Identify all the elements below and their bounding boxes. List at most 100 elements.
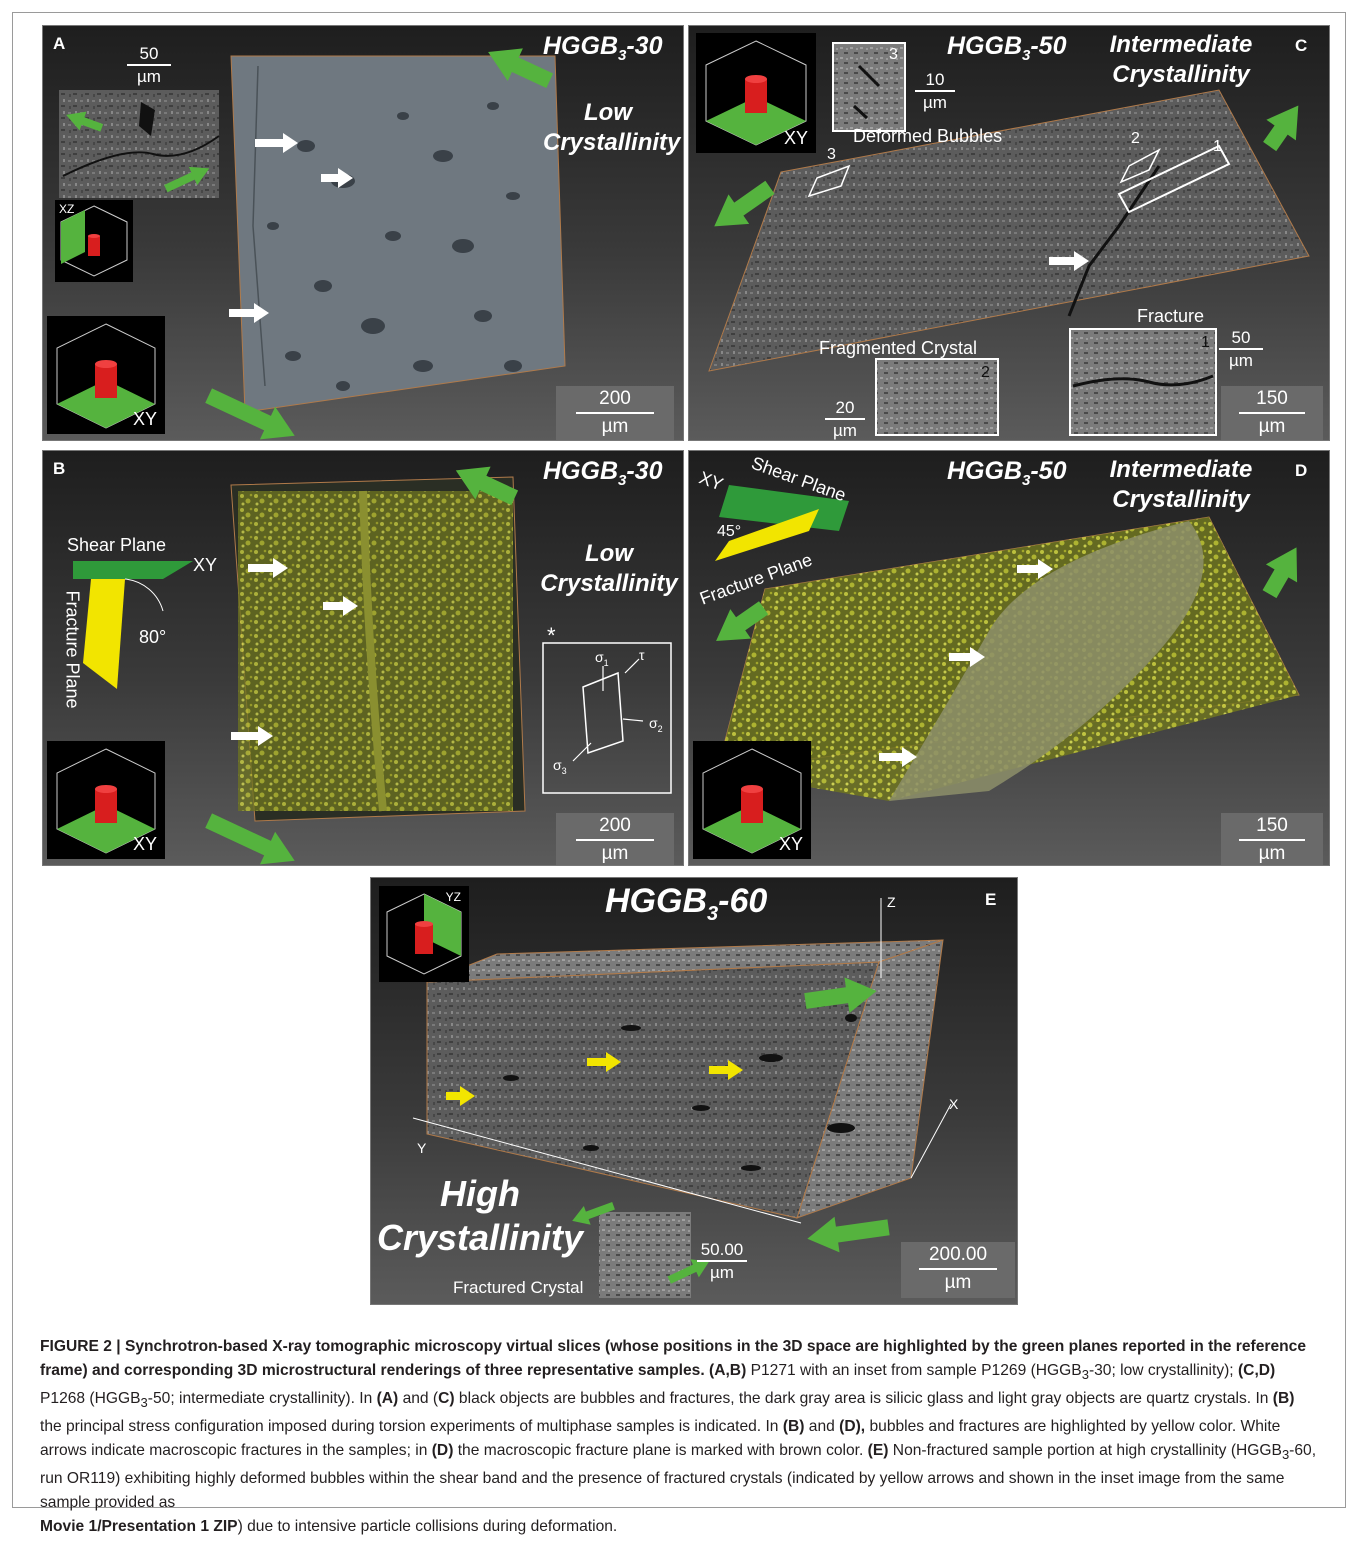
panel-b-title: HGGB3-30 xyxy=(543,457,662,489)
inset-2-scale: 20 µm xyxy=(825,398,865,440)
scale-value: 150 xyxy=(1256,815,1288,836)
scale-value: 200 xyxy=(599,388,631,409)
caption-movie-link[interactable]: Movie 1/Presentation 1 ZIP xyxy=(40,1518,238,1536)
caption-ref: C) xyxy=(438,1390,455,1408)
caption-ref: (B) xyxy=(782,1418,805,1436)
title-sub: 3 xyxy=(1022,472,1031,489)
scale-value: 50.00 xyxy=(700,1240,744,1259)
scale-value: 10 xyxy=(925,70,945,89)
title-suffix: -60 xyxy=(718,882,768,920)
scale-value: 20 xyxy=(835,398,855,417)
caption-text: -50; intermediate crystallinity). In xyxy=(147,1390,377,1408)
panel-e-letter: E xyxy=(985,890,997,909)
caption-text: -30; low crystallinity); xyxy=(1088,1362,1238,1379)
sigma-sub: 1 xyxy=(603,657,609,668)
panel-e: YZ HGGB3-60 Z E X Y High Crystallinity F… xyxy=(370,877,1018,1305)
caption-ref: (B) xyxy=(1272,1390,1295,1408)
panel-b-cube: XY xyxy=(47,741,165,859)
panel-e-rendering xyxy=(412,898,952,1298)
panel-b-scalebar: 200 µm xyxy=(556,813,674,865)
caption-text: black objects are bubbles and fractures,… xyxy=(454,1390,1273,1408)
caption-sub: 3 xyxy=(140,1395,148,1411)
caption-sub: 3 xyxy=(1081,1367,1089,1383)
cube-icon xyxy=(702,748,802,854)
region-marker-2: 2 xyxy=(1131,130,1140,147)
panel-d-crystallinity: Intermediate Crystallinity xyxy=(1101,455,1261,515)
cryst-line2: Crystallinity xyxy=(1112,486,1250,513)
panel-c-scalebar: 150 µm xyxy=(1221,386,1323,440)
caption-ref: (A,B) xyxy=(709,1362,747,1379)
panel-d-rendering xyxy=(715,485,1300,801)
cube-icon xyxy=(56,748,156,854)
caption-ref: (E) xyxy=(867,1442,889,1460)
figure-caption: FIGURE 2 | Synchrotron-based X-ray tomog… xyxy=(40,1335,1320,1539)
panel-b-letter: B xyxy=(53,459,66,478)
cube-icon xyxy=(60,205,128,277)
panel-c-title: HGGB3-50 xyxy=(947,32,1066,64)
inset-3-scale: 10 µm xyxy=(915,70,955,112)
caption-heading: FIGURE 2 | Synchrotron-based X-ray tomog… xyxy=(40,1338,1307,1379)
fracture-plane-label: Fracture Plane xyxy=(62,590,83,709)
scale-unit: µm xyxy=(1229,351,1253,370)
scale-line xyxy=(127,64,171,66)
title-sub: 3 xyxy=(618,472,627,489)
caption-text: -60, run OR119) exhibiting highly deform… xyxy=(40,1442,1317,1512)
title-sub: 3 xyxy=(707,902,719,925)
scale-unit: µm xyxy=(833,421,857,440)
sigma-symbol: σ xyxy=(553,757,562,773)
panel-d-title: HGGB3-50 xyxy=(947,457,1066,489)
cube-icon xyxy=(386,893,462,975)
title-suffix: -30 xyxy=(626,457,663,485)
scale-line xyxy=(915,90,955,92)
cryst-line2: Crystallinity xyxy=(543,129,681,156)
scale-line xyxy=(1239,839,1305,841)
caption-text: Non-fractured sample portion at high cry… xyxy=(888,1442,1282,1460)
panel-c-crystallinity: Intermediate Crystallinity xyxy=(1101,30,1261,90)
scale-unit: µm xyxy=(1258,416,1286,437)
panel-a-letter: A xyxy=(53,34,66,53)
cryst-line1: Low xyxy=(585,540,633,567)
caption-text: P1268 (HGGB xyxy=(40,1390,141,1408)
inset-1-scale: 50 µm xyxy=(1219,328,1263,370)
figure-frame xyxy=(12,12,1346,1508)
caption-text: the principal stress configuration impos… xyxy=(40,1418,783,1436)
sigma-symbol: σ xyxy=(649,715,658,731)
cryst-line1: High xyxy=(440,1173,520,1214)
fragmented-crystal-label: Fragmented Crystal xyxy=(819,338,978,358)
scale-value: 150 xyxy=(1256,388,1288,409)
scale-unit: µm xyxy=(601,416,629,437)
scale-unit: µm xyxy=(601,843,629,864)
panel-a-title: HGGB3-30 xyxy=(543,32,662,64)
sigma-sub: 2 xyxy=(657,723,663,734)
axis-z-label: Z xyxy=(887,894,896,910)
scale-line xyxy=(576,839,654,841)
scale-unit: µm xyxy=(923,93,947,112)
cryst-line2: Crystallinity xyxy=(1112,61,1250,88)
title-main: HGGB xyxy=(543,32,618,60)
panel-e-cube: YZ xyxy=(379,886,469,982)
title-main: HGGB xyxy=(947,457,1022,485)
title-suffix: -30 xyxy=(626,32,663,60)
caption-text: and ( xyxy=(398,1390,439,1408)
panel-e-title: HGGB3-60 xyxy=(605,882,767,926)
region-marker-3: 3 xyxy=(827,146,836,163)
sigma-sub: 3 xyxy=(561,765,567,776)
shear-plane-label: Shear Plane xyxy=(67,535,167,555)
title-suffix: -50 xyxy=(1030,32,1067,60)
scale-unit: µm xyxy=(1258,843,1286,864)
caption-text: ) due to intensive particle collisions d… xyxy=(237,1518,618,1536)
panel-a-small-cube: XZ xyxy=(55,200,133,282)
deformed-bubbles-label: Deformed Bubbles xyxy=(853,126,1003,146)
axis-y-label: Y xyxy=(417,1140,427,1156)
scale-line xyxy=(1219,348,1263,350)
inset-3-marker: 3 xyxy=(889,46,898,63)
cube-axis-label: XY xyxy=(778,834,803,854)
scale-unit: µm xyxy=(944,1272,972,1293)
scale-value: 50 xyxy=(1231,328,1251,347)
title-main: HGGB xyxy=(543,457,618,485)
caption-text: bubbles and fractures are highlighted by… xyxy=(40,1418,1281,1460)
panel-d-letter: D xyxy=(1295,461,1308,480)
cryst-line1: Intermediate xyxy=(1109,456,1253,483)
panel-c: XY 3 10 µm HGGB3-50 Intermediate Crystal… xyxy=(688,25,1330,441)
caption-text: P1271 with an inset from sample P1269 (H… xyxy=(746,1362,1082,1379)
